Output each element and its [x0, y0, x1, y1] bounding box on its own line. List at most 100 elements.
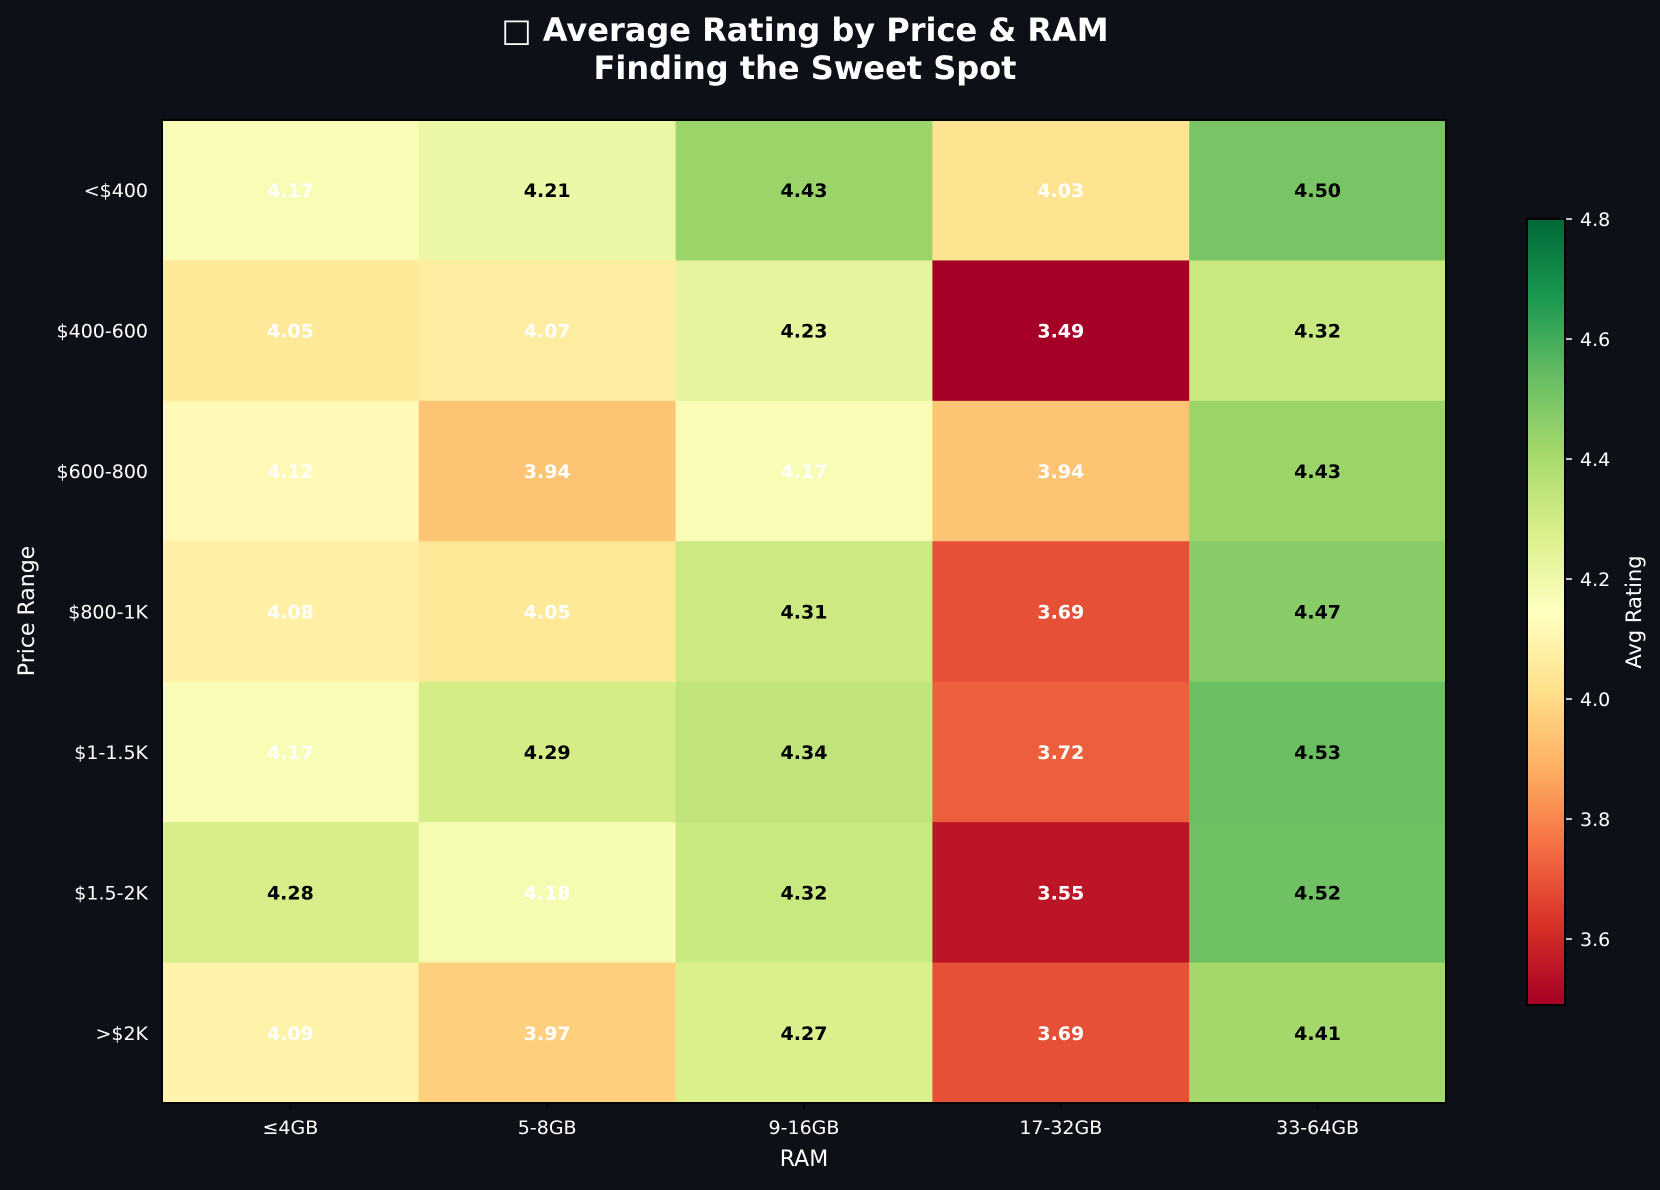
- cell-value-label: 4.17: [781, 461, 828, 483]
- y-tick-label: $800-1K: [68, 602, 148, 624]
- cell-value-label: 3.69: [1037, 1023, 1084, 1045]
- heatmap-cell: [162, 962, 420, 1104]
- cell-value-label: 3.72: [1037, 742, 1084, 764]
- heatmap-cell: [675, 260, 933, 402]
- heatmap-cell: [1189, 681, 1447, 823]
- heatmap-cell: [675, 822, 933, 964]
- cell-value-label: 4.47: [1294, 602, 1341, 624]
- heatmap-cell: [162, 822, 420, 964]
- cell-value-label: 4.05: [524, 602, 571, 624]
- heatmap-cell: [162, 541, 420, 683]
- heatmap-cell: [932, 541, 1190, 683]
- y-tick-labels: <$400 $400-600 $600-800 $800-1K $1-1.5K $1.5-…: [57, 180, 149, 1045]
- heatmap-cell: [675, 962, 933, 1104]
- cell-value-label: 4.03: [1037, 180, 1084, 202]
- heatmap-cell: [1189, 822, 1447, 964]
- x-tick-label: ≤4GB: [263, 1117, 319, 1139]
- heatmap-cell: [675, 541, 933, 683]
- cell-value-label: 4.12: [267, 461, 314, 483]
- chart-title-line1: □ Average Rating by Price & RAM: [501, 11, 1108, 49]
- y-tick-label: $400-600: [57, 321, 148, 343]
- x-tick-label: 5-8GB: [518, 1117, 577, 1139]
- cell-value-label: 4.32: [1294, 321, 1341, 343]
- cell-value-label: 4.34: [781, 742, 828, 764]
- heatmap-cell: [418, 962, 677, 1104]
- cell-value-label: 4.17: [267, 180, 314, 202]
- heatmap-cell: [932, 120, 1190, 261]
- colorbar-label: Avg Rating: [1622, 555, 1646, 668]
- x-tick-label: 33-64GB: [1276, 1117, 1359, 1139]
- heatmap-cell: [1189, 962, 1447, 1104]
- colorbar-tick-label: 4.0: [1580, 689, 1610, 711]
- cell-value-label: 4.50: [1294, 180, 1341, 202]
- y-tick-label: $1-1.5K: [74, 742, 148, 764]
- cell-value-label: 4.29: [524, 742, 571, 764]
- heatmap-cell: [418, 541, 677, 683]
- cell-value-label: 4.18: [524, 882, 571, 904]
- cell-value-label: 3.55: [1037, 882, 1084, 904]
- heatmap-cell: [418, 400, 677, 542]
- colorbar: [1526, 218, 1566, 1006]
- y-tick-label: >$2K: [95, 1023, 148, 1045]
- cell-value-label: 3.94: [1037, 461, 1084, 483]
- heatmap-cell: [932, 260, 1190, 402]
- heatmap-cell: [1189, 541, 1447, 683]
- cell-value-label: 4.08: [267, 602, 314, 624]
- cell-value-label: 4.17: [267, 742, 314, 764]
- x-tick-label: 17-32GB: [1019, 1117, 1102, 1139]
- heatmap-cell: [675, 120, 933, 261]
- colorbar-ticks: 3.6 3.8 4.0 4.2 4.4 4.6 4.8: [1566, 209, 1610, 951]
- colorbar-tick-label: 3.6: [1580, 929, 1610, 951]
- heatmap-cell: [1189, 260, 1447, 402]
- heatmap-cell: [418, 822, 677, 964]
- heatmap-cell: [162, 400, 420, 542]
- colorbar-tick-label: 4.4: [1580, 449, 1610, 471]
- colorbar-tick-label: 4.8: [1580, 209, 1610, 231]
- y-tick-label: <$400: [84, 180, 148, 202]
- cell-value-label: 4.23: [781, 321, 828, 343]
- heatmap-cell: [162, 260, 420, 402]
- cell-value-label: 4.28: [267, 882, 314, 904]
- cell-value-label: 4.53: [1294, 742, 1341, 764]
- cell-value-label: 4.41: [1294, 1023, 1341, 1045]
- heatmap-cell: [932, 400, 1190, 542]
- x-tick-label: 9-16GB: [769, 1117, 840, 1139]
- cell-value-label: 4.21: [524, 180, 571, 202]
- colorbar-tick-label: 4.6: [1580, 329, 1610, 351]
- cell-value-label: 4.43: [781, 180, 828, 202]
- chart-title-line2: Finding the Sweet Spot: [594, 49, 1017, 87]
- heatmap-cell: [162, 681, 420, 823]
- y-tick-label: $600-800: [57, 461, 148, 483]
- heatmap-cell: [932, 681, 1190, 823]
- x-axis-label: RAM: [780, 1147, 828, 1172]
- cell-value-label: 4.52: [1294, 882, 1341, 904]
- cell-value-label: 4.09: [267, 1023, 314, 1045]
- cell-value-label: 4.32: [781, 882, 828, 904]
- heatmap-cell: [418, 260, 677, 402]
- cell-value-label: 4.31: [781, 602, 828, 624]
- heatmap-cell: [675, 681, 933, 823]
- heatmap-cell: [932, 962, 1190, 1104]
- x-tick-labels: ≤4GB 5-8GB 9-16GB 17-32GB 33-64GB: [263, 1103, 1359, 1139]
- heatmap-cell: [418, 120, 677, 261]
- cell-value-label: 3.69: [1037, 602, 1084, 624]
- heatmap-cell: [1189, 120, 1447, 261]
- cell-value-label: 4.27: [781, 1023, 828, 1045]
- heatmap-cell: [418, 681, 677, 823]
- cell-value-label: 4.43: [1294, 461, 1341, 483]
- y-tick-label: $1.5-2K: [74, 882, 148, 904]
- cell-value-label: 3.94: [524, 461, 571, 483]
- cell-value-label: 4.05: [267, 321, 314, 343]
- y-axis-label: Price Range: [15, 546, 40, 676]
- heatmap-cells: 4.17 4.21 4.43 4.03 4.50 4.05 4.07 4.23 3.49 4.32…: [161, 119, 1447, 1104]
- heatmap-cell: [1189, 400, 1447, 542]
- colorbar-tick-label: 4.2: [1580, 569, 1610, 591]
- cell-value-label: 4.07: [524, 321, 571, 343]
- heatmap-cell: [675, 400, 933, 542]
- colorbar-tick-label: 3.8: [1580, 809, 1610, 831]
- cell-value-label: 3.49: [1037, 321, 1084, 343]
- cell-value-label: 3.97: [524, 1023, 571, 1045]
- heatmap-cell: [932, 822, 1190, 964]
- heatmap-cell: [162, 120, 420, 261]
